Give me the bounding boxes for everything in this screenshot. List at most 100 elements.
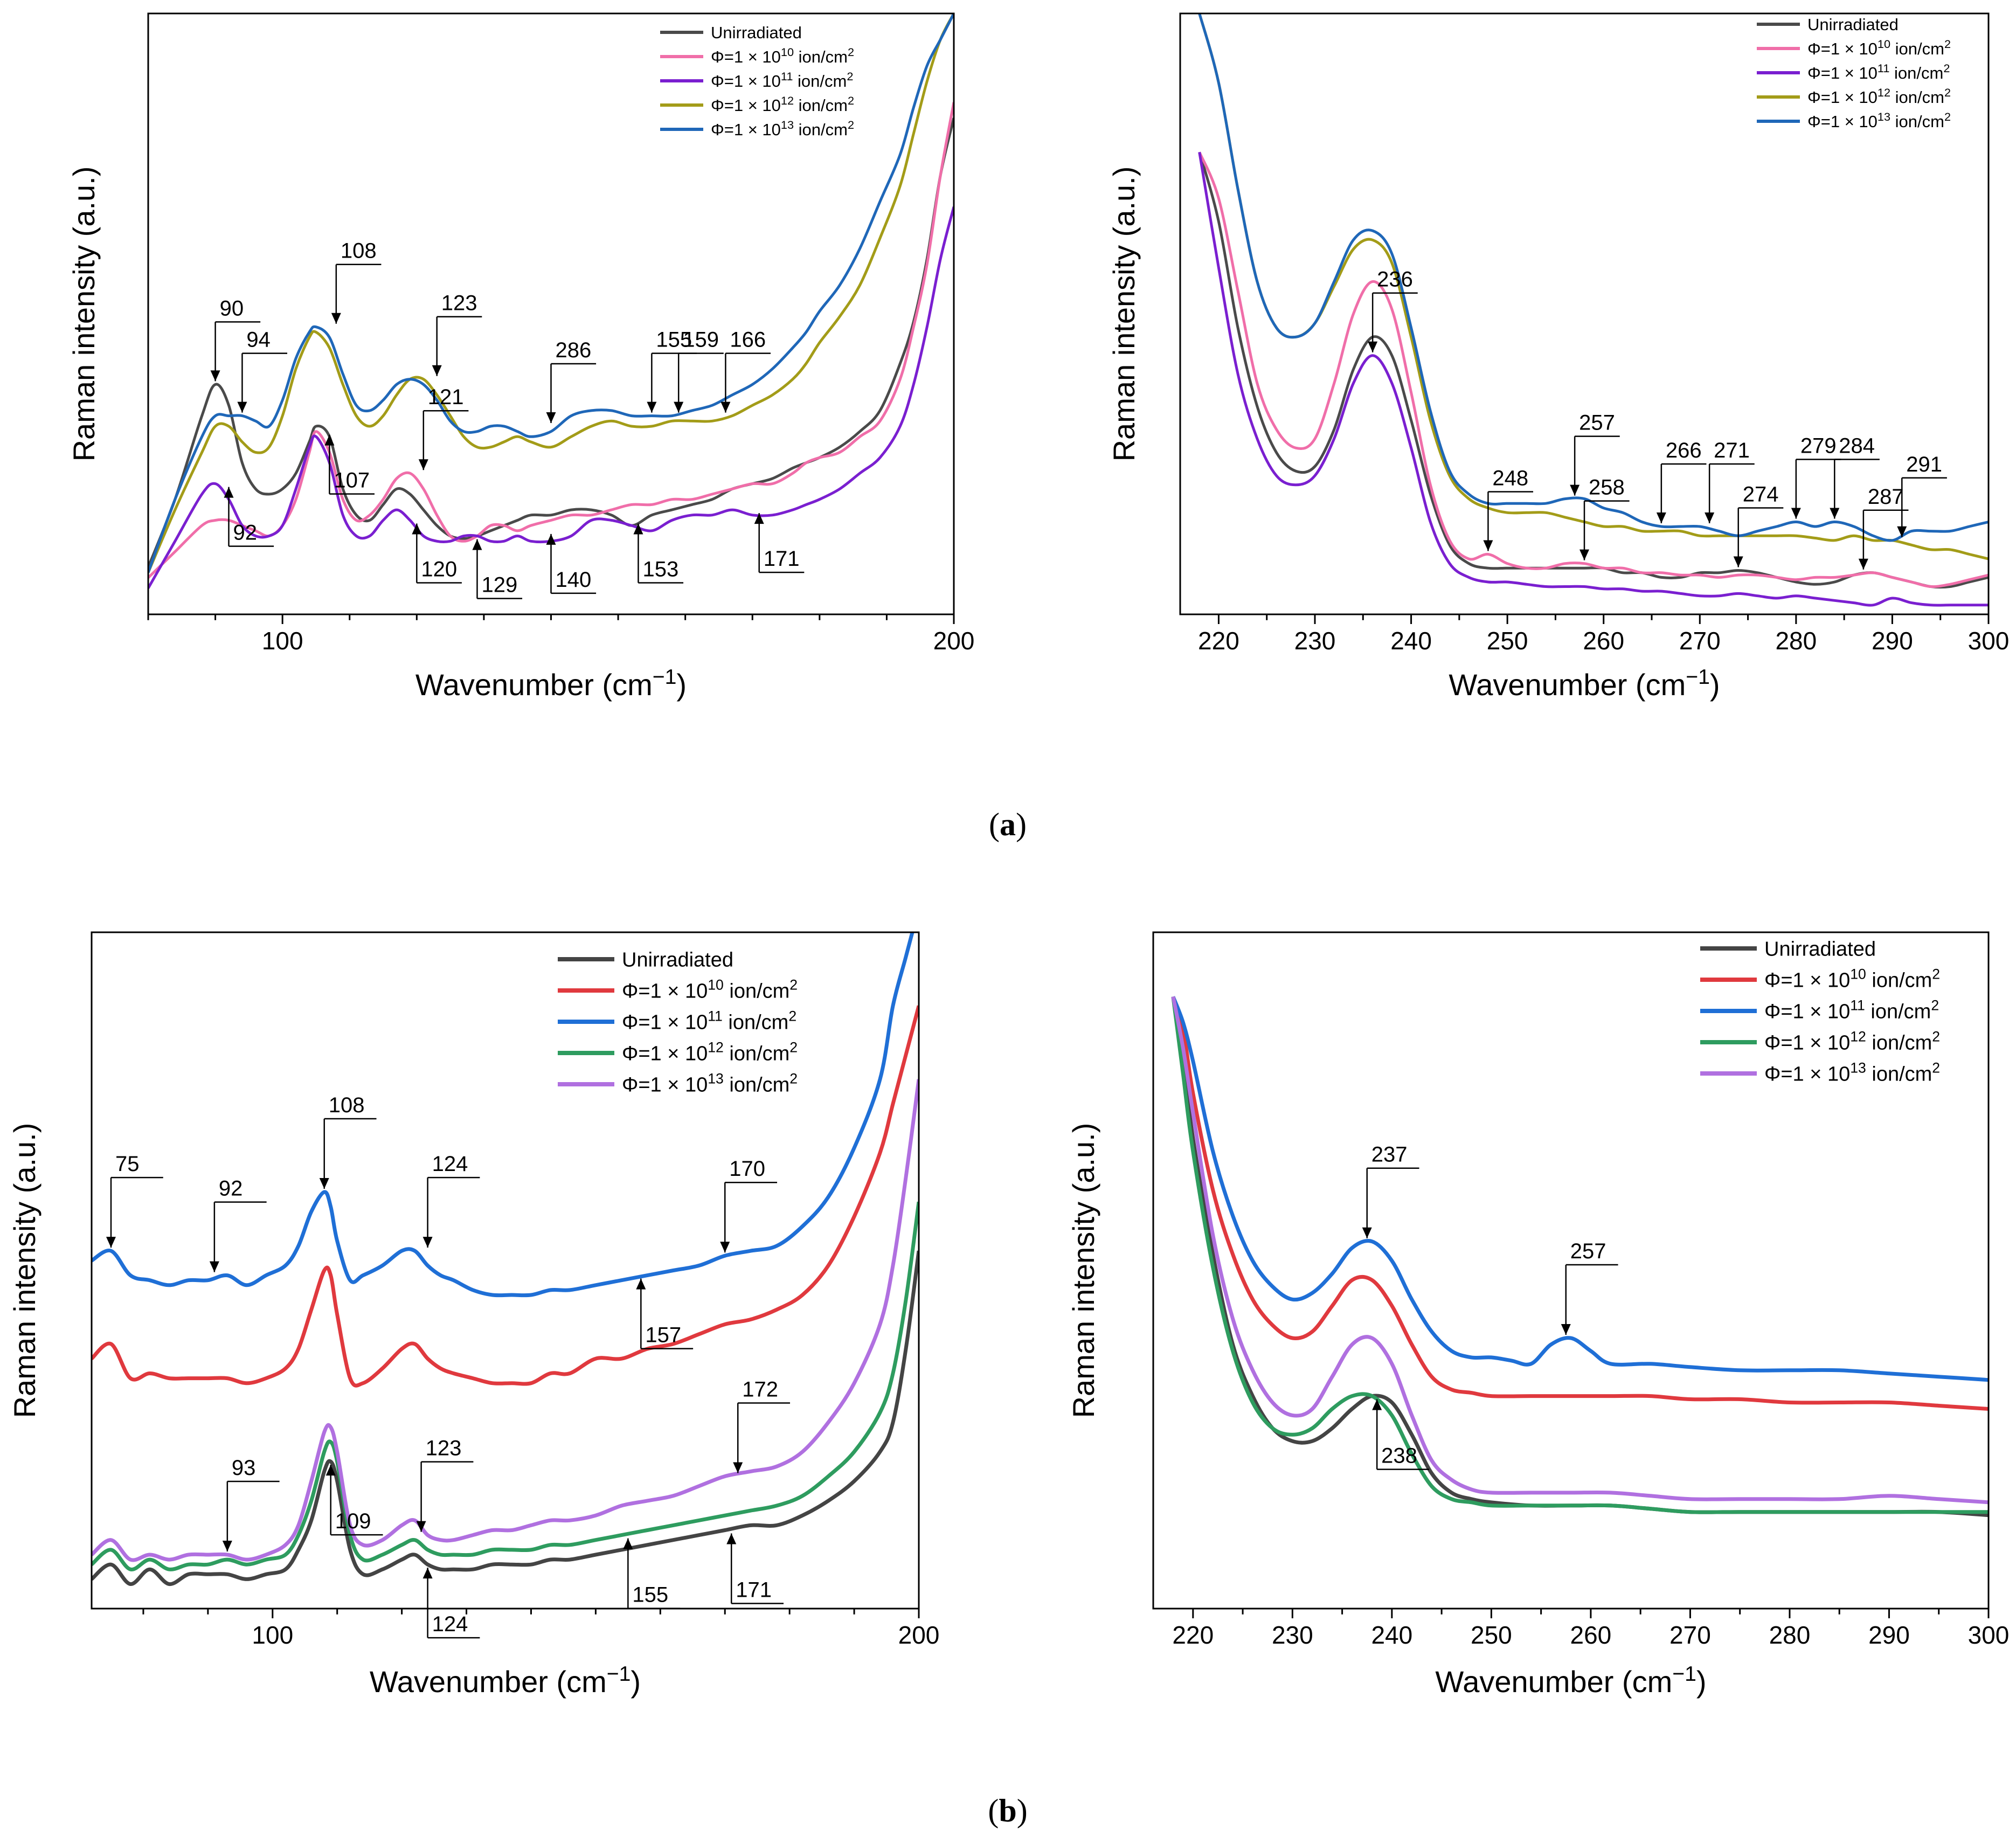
x-tick-label: 240 (1390, 627, 1432, 655)
peak-label: 171 (764, 547, 800, 571)
peak-arrow-head (720, 1242, 730, 1253)
x-tick-label: 220 (1172, 1621, 1214, 1649)
panel-label-a: (a) (989, 807, 1027, 842)
plot-frame (1179, 12, 1990, 615)
peak-label: 123 (441, 292, 477, 315)
peak-label: 109 (335, 1509, 371, 1533)
series-line-2 (148, 102, 954, 579)
series-line-3 (92, 932, 915, 1298)
x-tick-label: 290 (1868, 1621, 1910, 1649)
peak-label: 108 (341, 239, 377, 263)
peak-arrow-head (1897, 526, 1907, 537)
x-tick-label: 260 (1570, 1621, 1612, 1649)
peak-label: 171 (736, 1578, 772, 1602)
y-axis-title: Raman intensity (a.u.) (1107, 167, 1141, 462)
peak-label: 237 (1371, 1143, 1408, 1167)
peak-label: 124 (432, 1612, 468, 1636)
peak-label: 291 (1906, 453, 1942, 476)
x-tick-label: 230 (1272, 1621, 1313, 1649)
x-axis-title: Wavenumber (cm−1) (1435, 1662, 1706, 1699)
x-tick-label: 270 (1679, 627, 1721, 655)
peak-label: 90 (220, 296, 244, 320)
x-tick-label: 230 (1294, 627, 1336, 655)
peak-arrow-head (319, 1177, 329, 1189)
peak-label: 120 (421, 557, 457, 581)
peak-arrow-head (633, 523, 643, 535)
peak-arrow-head (209, 1261, 219, 1272)
peak-arrow-head (1368, 341, 1378, 352)
plot-frame (1152, 931, 1990, 1610)
peak-arrow-head (636, 1278, 646, 1290)
peak-arrow-head (422, 1237, 433, 1248)
x-tick-label: 220 (1198, 627, 1239, 655)
legend-label: Φ=1 × 1010 ion/cm2 (1764, 966, 1940, 992)
peak-arrow-head (224, 487, 234, 498)
peak-label: 257 (1570, 1239, 1606, 1263)
x-tick-label: 240 (1371, 1621, 1412, 1649)
legend-label: Φ=1 × 1012 ion/cm2 (1807, 86, 1951, 107)
peak-label: 155 (632, 1583, 668, 1607)
peak-label: 121 (428, 385, 464, 409)
peak-label: 236 (1377, 268, 1413, 292)
peak-arrow-head (1372, 1399, 1382, 1410)
legend-label: Unirradiated (711, 23, 802, 42)
peak-arrow-head (416, 1521, 426, 1532)
peak-arrow-head (222, 1540, 232, 1551)
peak-arrow-head (674, 401, 684, 413)
peak-arrow-head (325, 1465, 336, 1476)
chart-a-right: 220 230 240 250 260 270 280 290 300 Wavenumber (c… (1107, 12, 2009, 702)
x-axis-title: Wavenumber (cm−1) (415, 666, 687, 702)
peak-arrow-head (1791, 508, 1801, 519)
peak-label: 287 (1868, 485, 1904, 509)
peak-label: 170 (729, 1157, 765, 1181)
series-line-1 (1198, 151, 1989, 589)
peak-arrow-head (1362, 1227, 1372, 1238)
x-tick-label: 100 (262, 627, 303, 655)
peak-arrow-head (106, 1237, 116, 1248)
peak-arrow-head (472, 539, 482, 550)
peak-arrow-head (1483, 540, 1493, 551)
peak-label: 75 (115, 1152, 140, 1176)
peak-label: 92 (233, 521, 258, 545)
x-axis-title: Wavenumber (cm−1) (1449, 666, 1720, 702)
plot-frame (91, 931, 920, 1610)
x-tick-label: 260 (1583, 627, 1624, 655)
peak-label: 124 (432, 1152, 468, 1176)
peak-label: 238 (1381, 1444, 1417, 1468)
series-line-5 (1198, 13, 1989, 542)
y-axis-title: Raman intensity (a.u.) (1066, 1123, 1100, 1418)
peak-arrow-head (733, 1462, 743, 1473)
peak-label: 266 (1666, 439, 1702, 462)
series-line-5 (148, 13, 954, 573)
peak-arrow-head (546, 534, 556, 545)
peak-label: 92 (219, 1177, 243, 1201)
series-line-4 (92, 1201, 919, 1571)
peak-arrow-head (754, 513, 764, 524)
peak-arrow-head (721, 401, 731, 413)
legend-label: Φ=1 × 1010 ion/cm2 (622, 977, 798, 1003)
peak-arrow-head (1570, 484, 1580, 496)
peak-label: 286 (556, 338, 592, 362)
peak-label: 159 (683, 328, 719, 352)
peak-label: 94 (246, 328, 271, 352)
legend-label: Φ=1 × 1011 ion/cm2 (622, 1008, 796, 1034)
series-line-3 (1171, 996, 1989, 1382)
peak-arrow-head (1561, 1324, 1571, 1335)
legend-label: Φ=1 × 1011 ion/cm2 (1807, 61, 1950, 83)
x-tick-label: 270 (1669, 1621, 1711, 1649)
x-tick-label: 250 (1487, 627, 1528, 655)
x-tick-label: 280 (1769, 1621, 1811, 1649)
x-tick-label: 200 (933, 627, 975, 655)
peak-label: 157 (645, 1324, 681, 1347)
peak-arrow-head (1656, 512, 1666, 524)
x-axis-title: Wavenumber (cm−1) (370, 1662, 641, 1699)
peak-label: 129 (481, 573, 517, 597)
peak-arrow-head (324, 434, 335, 446)
peak-label: 108 (329, 1093, 365, 1117)
y-axis-title: Raman intensity (a.u.) (8, 1123, 41, 1418)
legend-label: Unirradiated (1764, 938, 1876, 961)
y-axis-title: Raman intensity (a.u.) (67, 167, 101, 462)
peak-arrow-head (1858, 558, 1868, 570)
x-tick-label: 280 (1775, 627, 1817, 655)
peak-arrow-head (210, 370, 220, 382)
